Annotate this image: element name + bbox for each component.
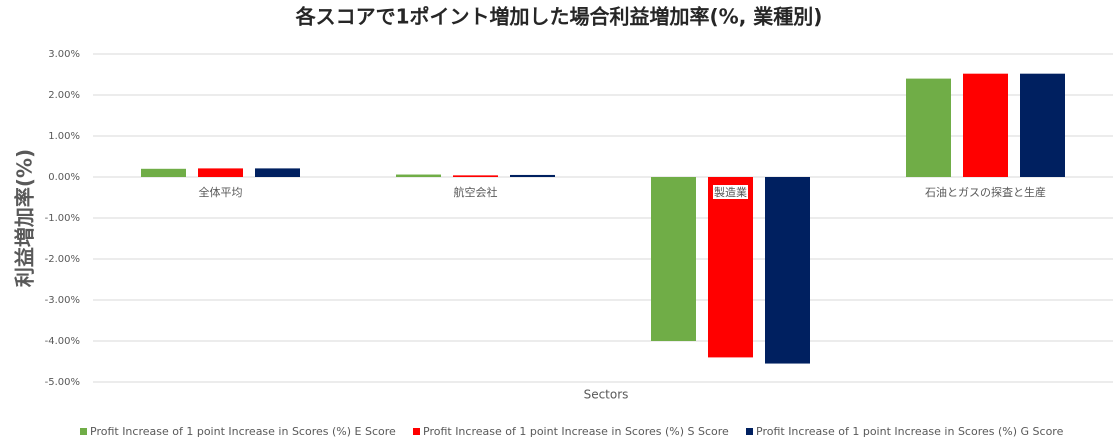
x-tick-label-bg xyxy=(452,185,499,199)
x-tick-label-bg xyxy=(924,185,1047,199)
x-tick: 全体平均 xyxy=(197,185,244,199)
bar xyxy=(765,177,810,364)
bar xyxy=(651,177,696,341)
x-tick-label: 石油とガスの探査と生産 xyxy=(925,185,1046,199)
legend-swatch xyxy=(80,428,87,435)
legend-label: Profit Increase of 1 point Increase in S… xyxy=(756,425,1064,438)
y-tick-label: -1.00% xyxy=(45,213,80,224)
legend-label: Profit Increase of 1 point Increase in S… xyxy=(90,425,396,438)
chart-title: 各スコアで1ポイント増加した場合利益増加率(%, 業種別) xyxy=(295,5,823,29)
bar xyxy=(963,73,1008,177)
bar xyxy=(1020,73,1065,177)
bar xyxy=(255,168,300,177)
y-tick-label: -4.00% xyxy=(45,336,80,347)
legend-swatch xyxy=(746,428,753,435)
y-tick-label: 1.00% xyxy=(48,131,80,142)
bar xyxy=(453,175,498,177)
bar xyxy=(510,174,555,177)
bar xyxy=(141,168,186,177)
x-axis-title: Sectors xyxy=(584,388,629,402)
x-tick-label: 航空会社 xyxy=(454,185,498,199)
y-tick-label: -2.00% xyxy=(45,254,80,265)
y-tick-label: -3.00% xyxy=(45,295,80,306)
x-tick: 石油とガスの探査と生産 xyxy=(924,185,1047,199)
x-tick-label: 製造業 xyxy=(714,185,747,199)
bar xyxy=(198,168,243,177)
y-tick-label: 0.00% xyxy=(48,172,80,183)
x-tick: 航空会社 xyxy=(452,185,499,199)
bar xyxy=(708,177,753,358)
legend-label: Profit Increase of 1 point Increase in S… xyxy=(423,425,729,438)
legend-swatch xyxy=(413,428,420,435)
x-tick-label-bg xyxy=(713,185,748,199)
x-tick: 製造業 xyxy=(713,185,748,199)
bar xyxy=(906,78,951,177)
y-axis-title: 利益増加率(%) xyxy=(13,149,37,287)
x-tick-label-bg xyxy=(197,185,244,199)
x-tick-label: 全体平均 xyxy=(199,185,243,199)
bar xyxy=(396,174,441,177)
y-tick-label: -5.00% xyxy=(45,377,80,388)
y-tick-label: 3.00% xyxy=(48,49,80,60)
y-tick-label: 2.00% xyxy=(48,90,80,101)
